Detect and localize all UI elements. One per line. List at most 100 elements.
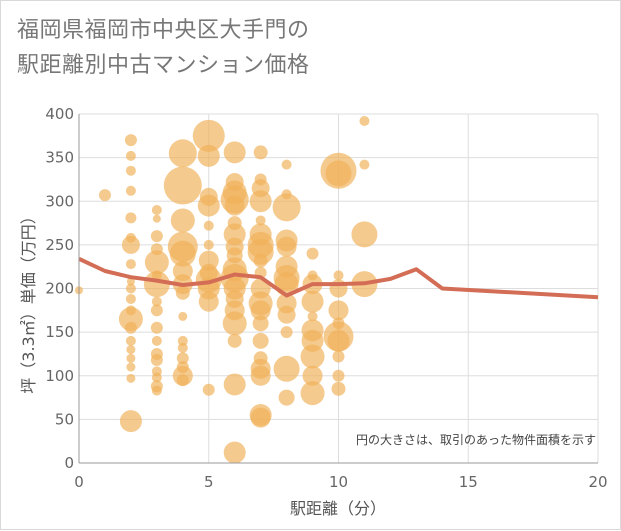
x-tick-label: 15 (459, 473, 478, 491)
data-bubble (118, 307, 143, 332)
data-bubble (223, 441, 246, 464)
chart-note: 円の大きさは、取引のあった物件面積を示す (356, 432, 596, 447)
data-bubble (176, 352, 189, 365)
data-bubble (126, 373, 136, 383)
data-bubble (151, 372, 162, 383)
data-bubble (301, 290, 324, 313)
trend-line (78, 256, 599, 300)
data-bubble (328, 300, 349, 321)
data-bubble (178, 311, 188, 321)
data-bubble (227, 333, 242, 348)
x-tick-labels: 0 5 10 15 20 (74, 473, 607, 491)
data-bubble (300, 344, 325, 369)
chart-title: 福岡県福岡市中央区大手門の 駅距離別中古マンション価格 (17, 13, 607, 83)
x-tick-label: 20 (588, 473, 607, 491)
data-bubble (307, 311, 318, 322)
data-bubble (151, 335, 162, 346)
data-bubble (255, 215, 266, 226)
data-bubble (198, 291, 219, 312)
data-bubble (272, 193, 301, 222)
data-bubble (126, 277, 135, 286)
data-bubble (327, 329, 350, 352)
y-tick-label: 150 (45, 323, 74, 341)
data-bubble (250, 300, 271, 321)
data-bubble (121, 235, 140, 254)
data-bubble (333, 270, 344, 281)
y-tick-label: 300 (45, 192, 74, 210)
data-bubble (192, 119, 225, 152)
data-bubble (150, 354, 163, 367)
data-bubble (98, 189, 111, 202)
data-bubble (325, 160, 352, 187)
data-bubble (277, 305, 296, 324)
data-bubble (250, 407, 271, 428)
chart-title-line2: 駅距離別中古マンション価格 (17, 53, 310, 78)
data-bubble (351, 221, 378, 248)
x-tick-label: 10 (329, 473, 348, 491)
data-bubble (168, 139, 197, 168)
data-bubble (175, 285, 190, 300)
x-tick-label: 5 (204, 473, 214, 491)
data-bubble (151, 385, 162, 396)
data-bubble (170, 208, 195, 233)
data-bubble (126, 362, 136, 372)
data-bubble (359, 159, 370, 170)
data-bubble (124, 321, 137, 334)
data-bubble (125, 212, 137, 224)
y-tick-labels: 0 50 100 150 200 250 300 350 400 (45, 105, 74, 472)
data-bubble (306, 247, 319, 260)
data-bubble (126, 345, 136, 355)
data-bubble (125, 335, 136, 346)
data-bubble (126, 353, 136, 363)
data-bubble (163, 166, 202, 205)
data-bubble (332, 350, 345, 363)
data-bubble (125, 165, 136, 176)
data-bubble (249, 190, 272, 213)
data-bubble (143, 271, 170, 298)
data-bubble (144, 250, 169, 275)
y-tick-label: 400 (45, 105, 74, 123)
data-bubble (202, 383, 215, 396)
data-bubble (273, 355, 300, 382)
data-bubble (119, 410, 142, 433)
data-bubble (150, 304, 163, 317)
data-bubble (125, 150, 136, 161)
data-bubble (331, 381, 346, 396)
data-bubble (125, 293, 136, 304)
x-tick-label: 0 (74, 473, 84, 491)
data-bubble (203, 220, 214, 231)
y-tick-label: 350 (45, 149, 74, 167)
data-bubble (150, 321, 163, 334)
chart-title-line1: 福岡県福岡市中央区大手門の (17, 18, 310, 43)
data-bubble (125, 185, 136, 196)
data-bubble (222, 311, 247, 336)
y-tick-label: 100 (45, 367, 74, 385)
data-bubble (150, 230, 163, 243)
data-bubble (223, 373, 246, 396)
bubble-layer (75, 115, 378, 464)
x-axis-label: 駅距離（分） (290, 499, 386, 518)
data-bubble (203, 239, 214, 250)
data-bubble (302, 365, 323, 386)
data-bubble (223, 141, 246, 164)
data-bubble (152, 214, 161, 223)
data-bubble (197, 144, 220, 167)
data-bubble (253, 145, 268, 160)
data-bubble (151, 204, 162, 215)
data-bubble (169, 240, 196, 267)
data-bubble (250, 365, 271, 386)
data-bubble (177, 342, 188, 353)
data-bubble (332, 369, 345, 382)
y-tick-label: 50 (55, 410, 74, 428)
data-bubble (359, 115, 370, 126)
data-bubble (177, 335, 188, 346)
data-bubble (224, 195, 245, 216)
y-axis-label: 坪（3.3㎡）単価（万円） (19, 208, 38, 393)
data-bubble (278, 389, 295, 406)
data-bubble (252, 315, 269, 332)
data-bubble (300, 381, 325, 406)
y-tick-label: 200 (45, 280, 74, 298)
axes (78, 114, 598, 464)
